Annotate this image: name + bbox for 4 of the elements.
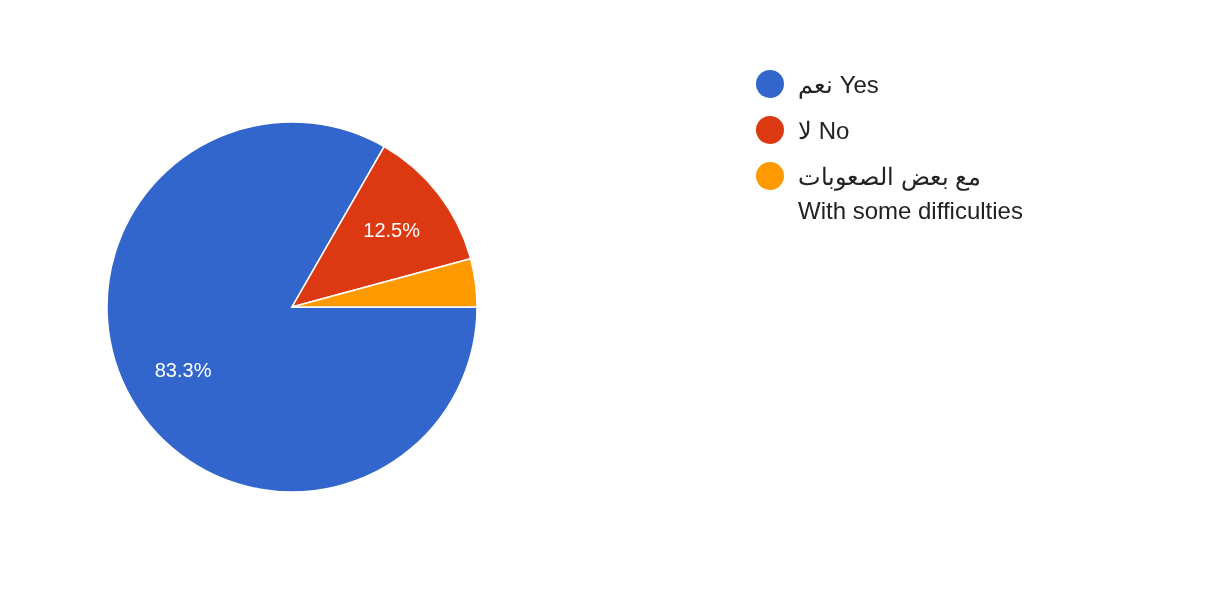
data-label: 83.3% <box>154 359 212 382</box>
data-label: 12.5% <box>363 219 421 242</box>
legend-label: نعم Yes <box>798 70 879 99</box>
legend-label: لا No <box>798 116 850 144</box>
